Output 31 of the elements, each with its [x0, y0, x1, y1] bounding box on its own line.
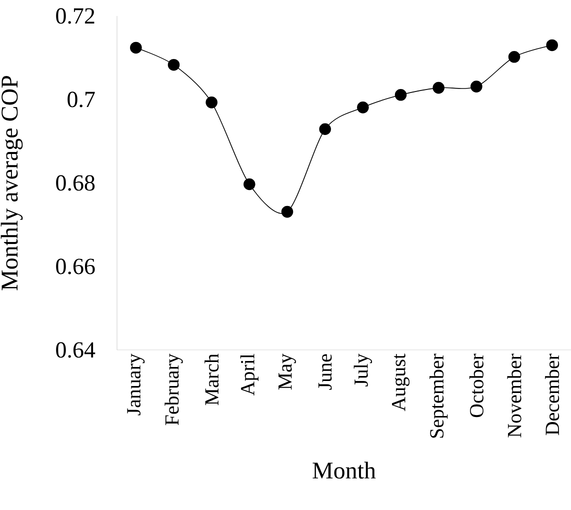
x-tick-label: October [469, 354, 484, 418]
y-tick-label: 0.7 [68, 92, 95, 108]
point [470, 80, 482, 92]
x-tick-label: April [240, 354, 258, 396]
x-tick-label: March [204, 354, 219, 406]
x-tick-label: May [278, 354, 296, 390]
point [508, 51, 520, 63]
point [546, 39, 558, 52]
x-tick-label: January [127, 354, 145, 416]
x-tick-label: September [430, 354, 448, 438]
x-tick-label: November [507, 354, 522, 438]
x-tick-label: August [392, 354, 410, 412]
x-tick-label: February [164, 354, 183, 426]
x-tick-label: July [354, 354, 372, 386]
y-tick-label: 0.66 [56, 258, 95, 274]
point [394, 89, 407, 101]
y-tick-label: 0.68 [56, 175, 95, 191]
point [206, 96, 218, 108]
x-tick-label: June [318, 354, 332, 390]
y-tick-label: 0.64 [56, 342, 96, 358]
point [357, 102, 369, 114]
point [319, 123, 331, 136]
x-tick-label: December [545, 354, 560, 436]
point [168, 58, 180, 71]
point [281, 206, 294, 218]
y-tick-label: 0.72 [56, 8, 94, 24]
point [432, 82, 444, 94]
x-axis-title: Month [312, 462, 376, 479]
y-axis-title: Monthly average COP [0, 76, 23, 290]
point [130, 42, 142, 54]
point [244, 178, 256, 190]
